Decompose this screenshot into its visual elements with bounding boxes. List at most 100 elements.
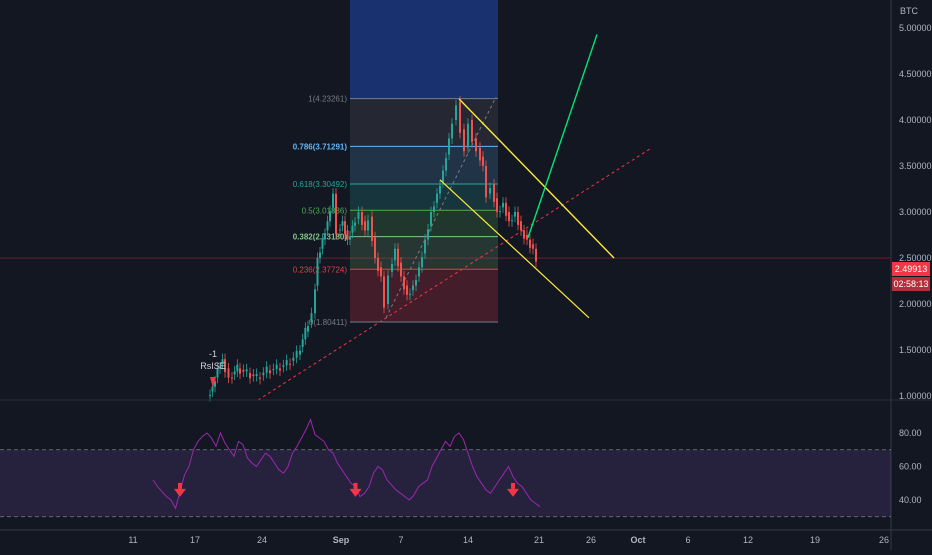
candle-body (406, 285, 408, 295)
candle-body (299, 350, 301, 355)
rsi-band (0, 449, 891, 517)
fib-level-label: 0.618(3.30492) (293, 180, 348, 189)
candle-body (514, 212, 516, 217)
countdown-tag: 02:58:13 (892, 277, 930, 291)
candle-body (301, 339, 304, 347)
candle-body (346, 230, 349, 240)
candle-body (239, 368, 241, 374)
candle-body (367, 220, 369, 231)
candle-body (439, 185, 441, 194)
candle-body (227, 368, 230, 378)
fib-band (350, 183, 498, 211)
candle-body (387, 275, 389, 304)
candle-body (344, 221, 346, 235)
candle-body (400, 262, 402, 277)
candle-body (357, 212, 360, 219)
candle-body (259, 377, 261, 379)
candle-body (459, 101, 461, 133)
fib-band (350, 146, 498, 184)
candle-body (427, 229, 429, 240)
rsi-axis-tick: 80.00 (899, 428, 922, 438)
candle-body (535, 248, 537, 262)
candle-body (479, 147, 481, 161)
time-axis-tick: Sep (333, 535, 350, 545)
candle-body (421, 257, 423, 268)
annotation-text: -1 (209, 349, 217, 359)
candle-body (463, 129, 465, 152)
candle-body (523, 230, 525, 239)
candle-body (231, 377, 233, 379)
projected-breakout-line (527, 34, 598, 238)
candle-body (502, 202, 504, 208)
candle-body (252, 374, 255, 377)
candle-body (265, 366, 268, 373)
descending-support-line (439, 179, 590, 319)
rsi-down-arrow (349, 488, 362, 497)
price-axis-tick: 3.00000 (899, 207, 932, 217)
candle-body (508, 212, 510, 222)
time-axis-tick: 11 (128, 535, 137, 545)
candle-body (377, 258, 379, 271)
candle-body (319, 252, 321, 258)
candle-body (451, 123, 453, 139)
candle-body (209, 395, 211, 397)
fib-level-label: 0(1.80411) (309, 318, 347, 327)
candle-body (394, 248, 396, 261)
candle-body (326, 221, 329, 231)
candle-body (374, 237, 376, 258)
candle-body (321, 239, 324, 249)
candle-body (349, 236, 351, 240)
candle-body (292, 357, 295, 361)
time-axis-tick: 19 (810, 535, 820, 545)
candle-body (310, 313, 313, 323)
time-axis-tick: 7 (398, 535, 403, 545)
rsi-arrow-shaft (511, 482, 515, 489)
candle-body (216, 368, 219, 378)
time-axis-tick: 24 (257, 535, 267, 545)
candle-body (526, 235, 528, 240)
price-axis-tick: 2.00000 (899, 299, 932, 309)
candle-body (489, 188, 491, 194)
fib-level-label: 0.382(2.73180) (293, 233, 348, 242)
candle-body (279, 368, 281, 371)
candle-body (295, 350, 298, 358)
candle-body (364, 221, 366, 231)
candle-body (262, 372, 265, 376)
candle-body (245, 369, 248, 372)
fib-band (350, 98, 498, 147)
candle-body (493, 184, 495, 202)
time-axis-tick: 17 (190, 535, 200, 545)
candle-body (433, 206, 435, 212)
price-axis-tick: 2.50000 (899, 253, 932, 263)
candle-body (269, 370, 271, 374)
annotation-text: RsISE (200, 361, 226, 371)
candle-body (418, 267, 420, 277)
candle-body (249, 373, 251, 379)
candle-body (520, 221, 522, 231)
candle-body (383, 276, 385, 308)
rsi-arrow-shaft (178, 482, 182, 489)
candle-body (224, 359, 226, 373)
rsi-axis-tick: 60.00 (899, 462, 922, 472)
fib-level-label: 0.236(2.37724) (293, 265, 348, 274)
time-axis-tick: 26 (586, 535, 596, 545)
candle-body (430, 212, 432, 226)
price-axis-tick: 5.00000 (899, 23, 932, 33)
candle-body (371, 216, 373, 241)
price-axis-tick: 4.00000 (899, 115, 932, 125)
candle-body (361, 212, 363, 225)
candle-body (455, 105, 457, 120)
fib-level-label: 0.786(3.71291) (293, 142, 348, 151)
candle-body (285, 360, 288, 366)
candle-body (499, 211, 501, 213)
time-axis-tick: 12 (743, 535, 753, 545)
candle-body (272, 369, 275, 371)
rsi-axis-tick: 40.00 (899, 495, 922, 505)
descending-resistance-line (458, 98, 615, 259)
rsi-arrow-shaft (353, 482, 358, 489)
price-axis-tick: 4.50000 (899, 69, 932, 79)
candle-body (214, 381, 216, 387)
rsi-down-arrow (507, 488, 519, 497)
